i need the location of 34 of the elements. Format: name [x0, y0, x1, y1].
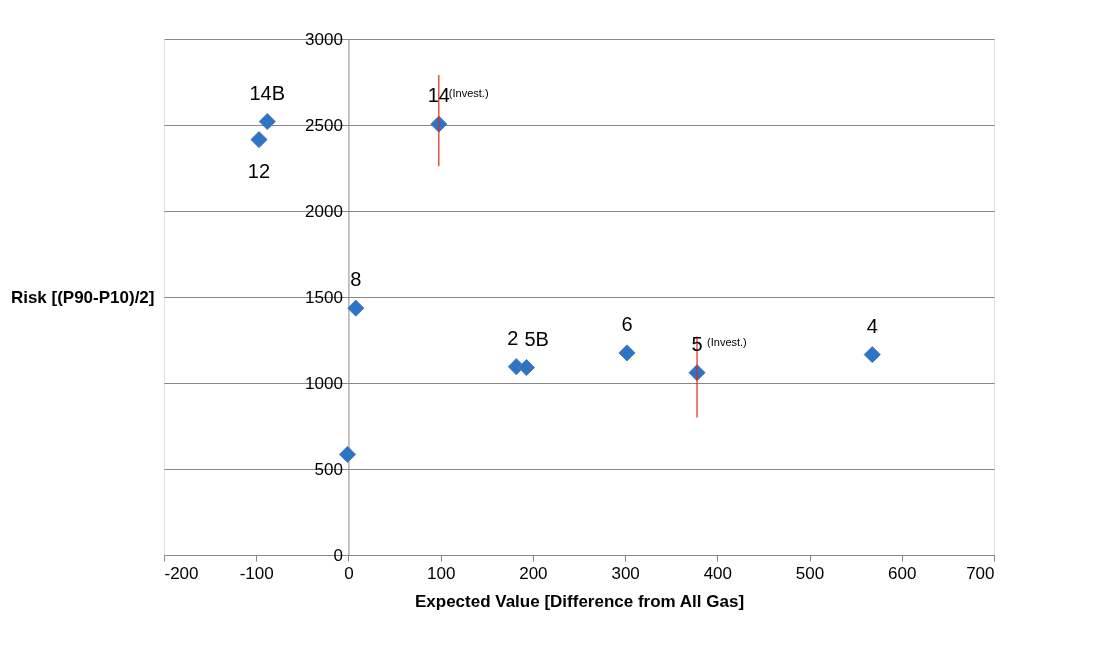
annotation: 14B [249, 81, 286, 104]
y-tick-label: 1000 [305, 373, 343, 393]
x-tick-label: 100 [426, 563, 456, 583]
point [618, 344, 636, 362]
x-tick-label: -100 [239, 563, 274, 583]
y-tick-label: 1500 [305, 287, 343, 307]
annotation: 12 [247, 159, 271, 182]
x-tick-label: 500 [795, 563, 825, 583]
point [517, 358, 535, 377]
point [347, 299, 365, 317]
x-axis-title: Expected Value [Difference from All Gas] [414, 591, 745, 611]
y-tick-label: 0 [333, 545, 343, 565]
point [863, 346, 881, 364]
point [258, 113, 276, 131]
y-axis-title: Risk [(P90-P10)/2] [10, 287, 155, 307]
annotation: 4 [866, 314, 878, 337]
y-tick-label: 2000 [305, 201, 343, 221]
x-tick-label: 700 [966, 563, 995, 583]
x-tick-label: 300 [611, 563, 640, 583]
point [250, 131, 268, 149]
x-tick-label: 200 [519, 563, 548, 583]
annotation: 8 [350, 268, 362, 291]
point [338, 445, 357, 463]
x-tick-label: 400 [703, 563, 733, 583]
annotation: (Invest.) [448, 87, 489, 100]
y-tick-label: 2500 [305, 115, 343, 135]
annotation: 6 [621, 312, 633, 335]
x-tick-label: 600 [888, 563, 917, 583]
annotation: (Invest.) [707, 335, 747, 348]
annotation: 2 [507, 326, 519, 349]
x-tick-label: -200 [164, 563, 199, 583]
y-tick-label: 3000 [305, 29, 343, 49]
y-tick-label: 500 [314, 459, 343, 479]
annotation: 5B [524, 327, 549, 350]
